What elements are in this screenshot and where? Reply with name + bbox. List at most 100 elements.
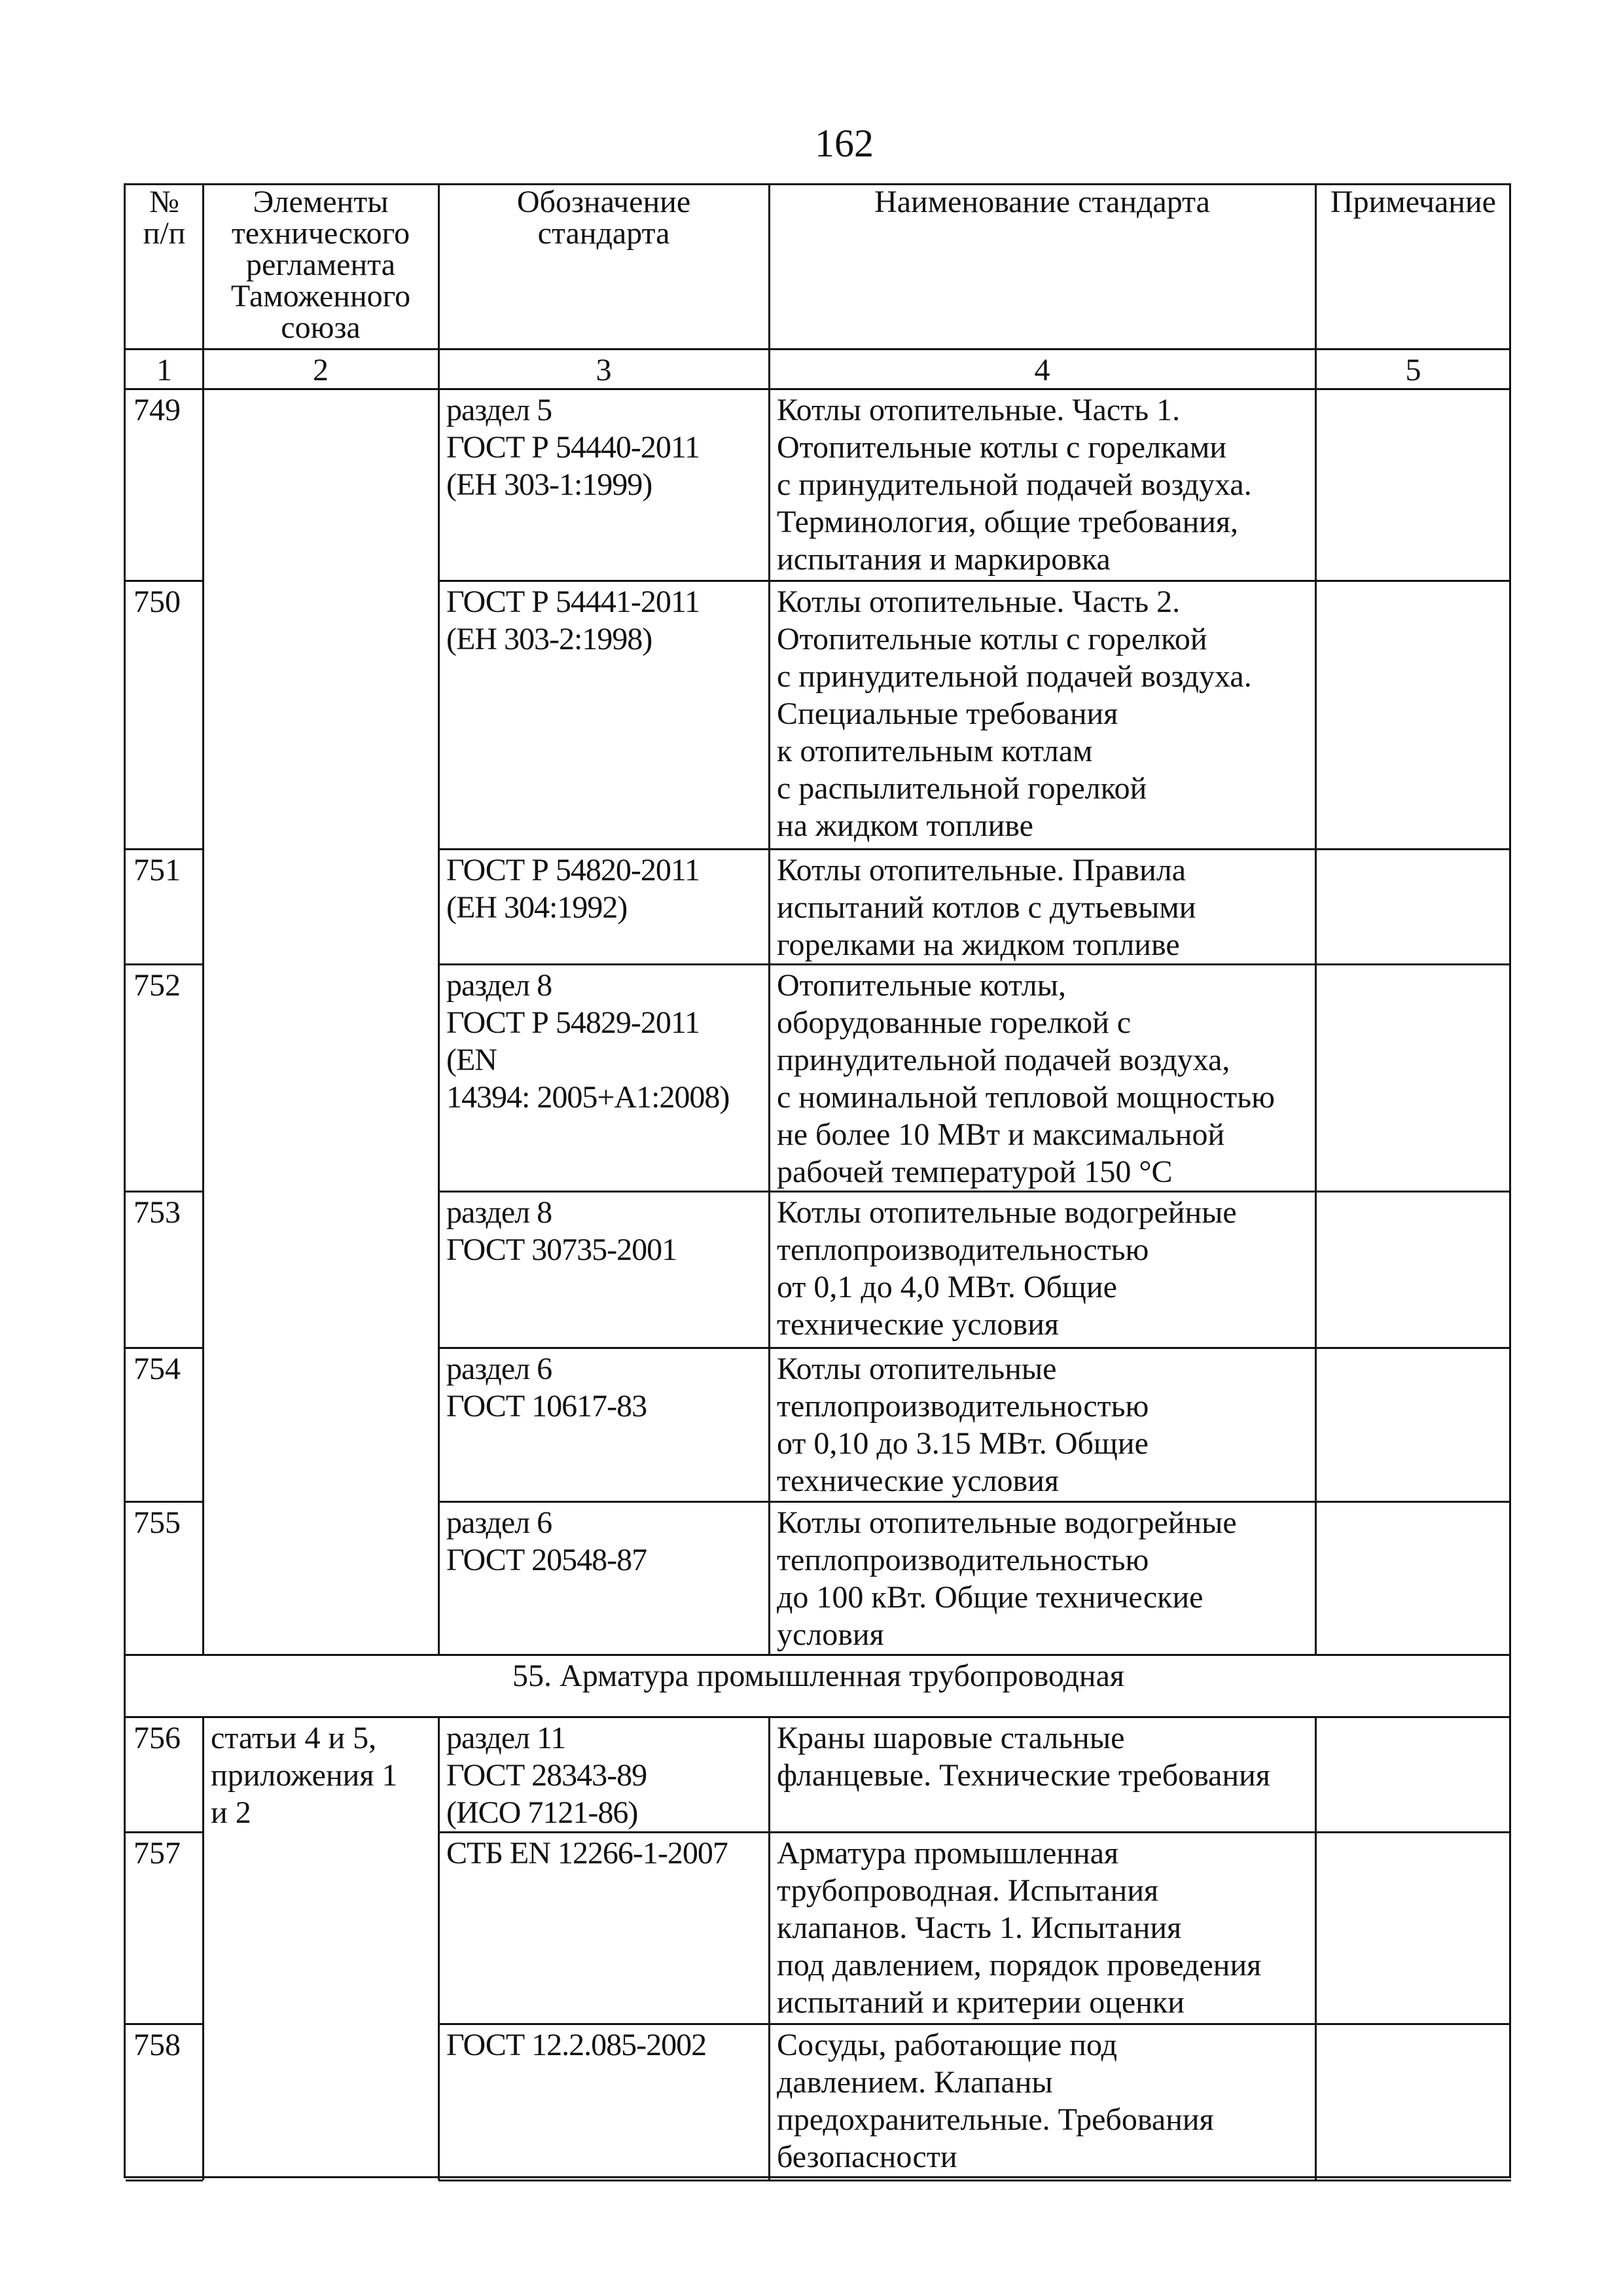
column-divider (438, 185, 440, 389)
column-divider (768, 1717, 770, 1832)
column-divider (768, 2024, 770, 2180)
row-divider (438, 1501, 1511, 1503)
column-divider (768, 1832, 770, 2024)
column-divider (768, 1348, 770, 1501)
column-divider (768, 964, 770, 1191)
column-divider (202, 1501, 204, 1655)
row-number: 751 (134, 853, 181, 888)
row-number: 757 (134, 1836, 181, 1871)
column-divider (1315, 581, 1317, 849)
column-divider (202, 964, 204, 1191)
row-divider (126, 580, 203, 582)
note (1315, 581, 1511, 849)
row-divider (126, 1347, 203, 1349)
column-divider (768, 185, 770, 389)
column-divider (1315, 1348, 1317, 1501)
standard-designation: раздел 5 ГОСТ Р 54440-2011 (ЕН 303-1:199… (446, 393, 700, 502)
note (1315, 849, 1511, 964)
header-number-designation: 3 (596, 353, 612, 387)
column-divider (202, 1832, 204, 2024)
column-divider (438, 1832, 440, 2024)
header-name: Наименование стандарта (874, 185, 1210, 219)
header-number-element: 2 (313, 353, 329, 387)
header-element: Элементы технического регламента Таможен… (230, 185, 411, 345)
row-number: 753 (134, 1195, 181, 1230)
column-divider (1315, 1191, 1317, 1348)
column-divider (1315, 2024, 1317, 2180)
note (1315, 1717, 1511, 1832)
row-divider (438, 1831, 1511, 1833)
row-number: 755 (134, 1505, 181, 1540)
header-note: Примечание (1330, 185, 1496, 219)
column-divider (202, 1348, 204, 1501)
standard-designation: СТБ EN 12266-1-2007 (446, 1836, 728, 1871)
row-divider (126, 2023, 203, 2025)
column-divider (768, 581, 770, 849)
note (1315, 1832, 1511, 2024)
column-divider (202, 185, 204, 389)
row-number: 758 (134, 2028, 181, 2062)
row-divider (126, 1501, 203, 1503)
standard-name: Сосуды, работающие под давлением. Клапан… (777, 2028, 1214, 2174)
standard-designation: раздел 8 ГОСТ 30735-2001 (446, 1195, 677, 1267)
row-divider (126, 848, 203, 850)
header-number-note: 5 (1405, 353, 1421, 387)
row-divider (126, 1191, 203, 1193)
row-divider (438, 2023, 1511, 2025)
standard-designation: раздел 11 ГОСТ 28343-89 (ИСО 7121-86) (446, 1721, 647, 1830)
column-divider (1315, 1501, 1317, 1655)
row-divider (438, 1347, 1511, 1349)
column-divider (1315, 1832, 1317, 2024)
column-divider (1315, 964, 1317, 1191)
row-number: 750 (134, 584, 181, 619)
column-divider (438, 1717, 440, 1832)
row-divider (126, 963, 203, 965)
row-divider (126, 1716, 1511, 1718)
row-number: 752 (134, 968, 181, 1003)
column-divider (1315, 849, 1317, 964)
column-divider (768, 389, 770, 581)
row-divider (438, 848, 1511, 850)
note (1315, 964, 1511, 1191)
row-divider (126, 2179, 203, 2181)
column-divider (438, 581, 440, 849)
column-divider (768, 1501, 770, 1655)
column-divider (202, 1191, 204, 1348)
column-divider (438, 964, 440, 1191)
regulation-element (203, 389, 438, 581)
row-divider (126, 388, 1511, 390)
column-divider (202, 389, 204, 581)
standard-designation: раздел 8 ГОСТ Р 54829-2011 (EN 14394: 20… (446, 968, 730, 1115)
column-divider (438, 2024, 440, 2180)
standard-designation: ГОСТ Р 54820-2011 (ЕН 304:1992) (446, 853, 700, 925)
note (1315, 389, 1511, 581)
standard-name: Котлы отопительные водогрейные теплопрои… (777, 1505, 1237, 1652)
standard-designation: ГОСТ 12.2.085-2002 (446, 2028, 707, 2062)
row-number: 754 (134, 1352, 181, 1386)
standard-designation: раздел 6 ГОСТ 20548-87 (446, 1505, 647, 1577)
section-heading: 55. Арматура промышленная трубопроводная (512, 1659, 1124, 1693)
column-divider (768, 849, 770, 964)
header-number-name: 4 (1034, 353, 1050, 387)
header-number: № п/п (143, 185, 186, 251)
column-divider (438, 849, 440, 964)
standard-name: Котлы отопительные. Правила испытаний ко… (777, 853, 1196, 962)
row-divider (126, 348, 1511, 350)
standards-table: № п/п Элементы технического регламента Та… (124, 183, 1511, 2181)
standard-name: Краны шаровые стальные фланцевые. Технич… (777, 1721, 1270, 1793)
column-divider (1315, 389, 1317, 581)
row-divider (126, 1654, 1511, 1656)
column-divider (202, 581, 204, 849)
standard-name: Котлы отопительные. Часть 2. Отопительны… (777, 584, 1252, 843)
row-divider (438, 963, 1511, 965)
row-number: 756 (134, 1721, 181, 1755)
column-divider (202, 2024, 204, 2180)
column-divider (438, 389, 440, 581)
column-divider (1315, 185, 1317, 389)
row-number: 749 (134, 393, 181, 427)
note (1315, 1501, 1511, 1655)
row-divider (438, 1191, 1511, 1193)
column-divider (438, 1191, 440, 1348)
standard-designation: раздел 6 ГОСТ 10617-83 (446, 1352, 647, 1424)
standard-name: Отопительные котлы, оборудованные горелк… (777, 968, 1275, 1189)
